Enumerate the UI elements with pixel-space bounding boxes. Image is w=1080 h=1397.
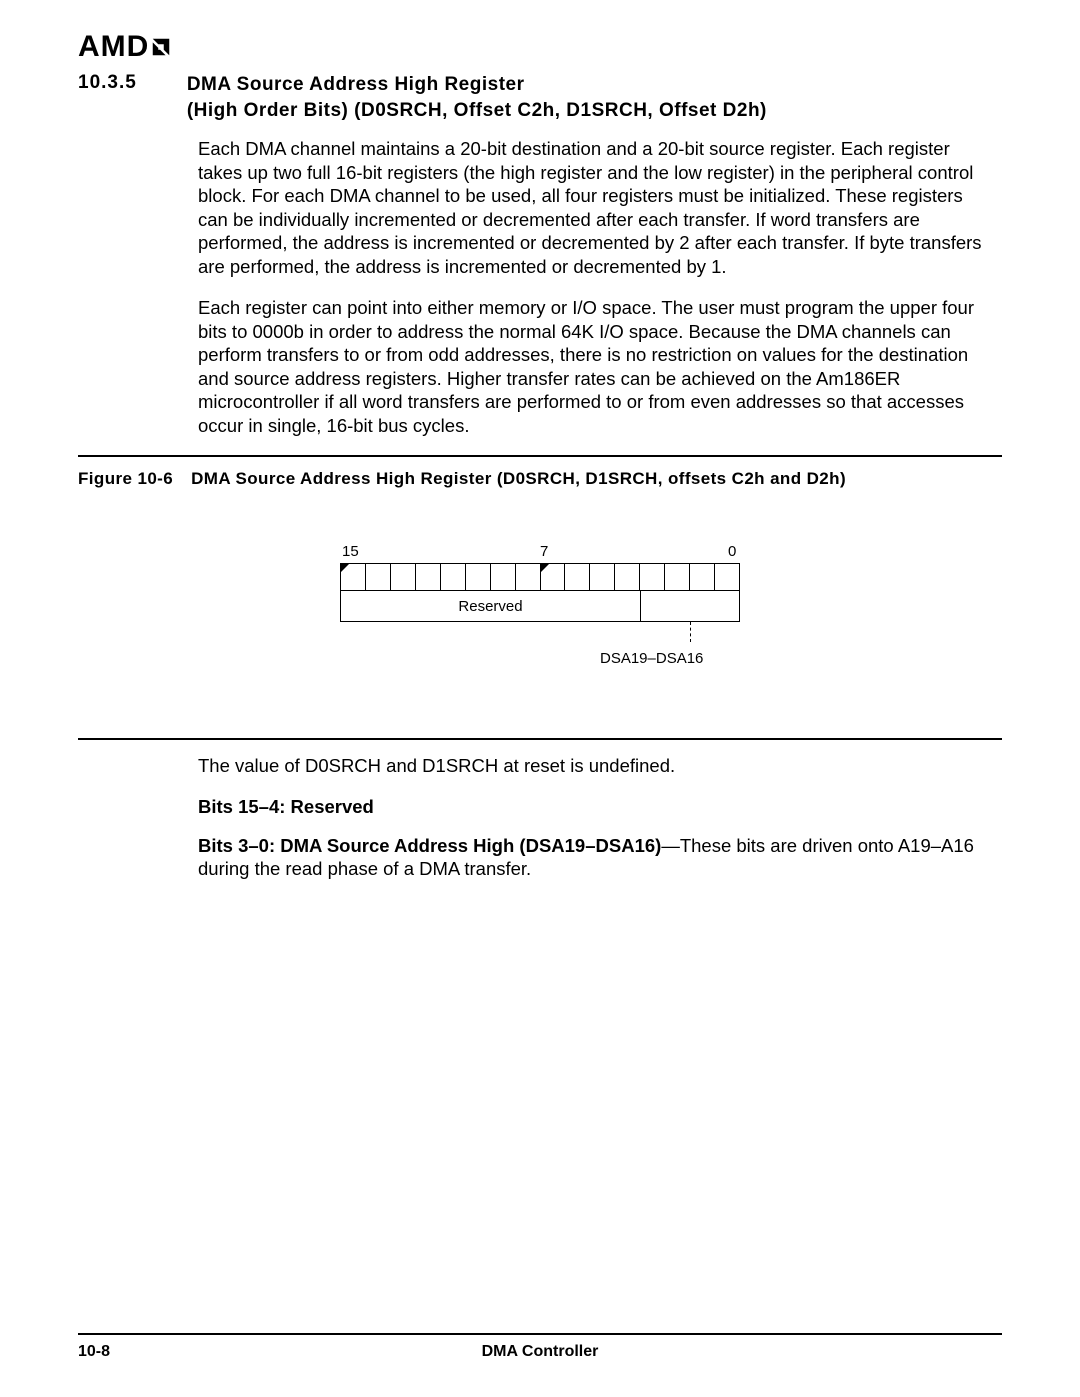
figure-number: Figure 10-6 (78, 469, 173, 488)
paragraph-1: Each DMA channel maintains a 20-bit dest… (198, 137, 988, 278)
logo-text: AMD (78, 30, 149, 63)
section-title: DMA Source Address High Register (High O… (187, 72, 767, 123)
bit-cell (665, 564, 690, 590)
dsa-field (641, 591, 739, 621)
bits-dsa-bold: Bits 3–0: DMA Source Address High (DSA19… (198, 835, 661, 856)
register-diagram: 15 7 0 (78, 543, 1002, 682)
bits-dsa: Bits 3–0: DMA Source Address High (DSA19… (198, 834, 988, 881)
bit-label-0: 0 (728, 543, 736, 560)
bit-label-7: 7 (540, 543, 548, 560)
bit-cell (416, 564, 441, 590)
bits-reserved: Bits 15–4: Reserved (198, 796, 988, 818)
logo-mark-icon (149, 32, 173, 66)
bit-cell (516, 564, 541, 590)
bit-cell (541, 564, 566, 590)
bit-cell (715, 564, 739, 590)
amd-logo: AMD (78, 30, 1002, 64)
section-heading: 10.3.5 DMA Source Address High Register … (78, 72, 1002, 123)
page-footer: 10-8 DMA Controller (78, 1333, 1002, 1361)
bit-cell (466, 564, 491, 590)
reset-note: The value of D0SRCH and D1SRCH at reset … (198, 754, 988, 777)
bit-label-15: 15 (342, 543, 359, 560)
bit-cell (640, 564, 665, 590)
bit-cell (341, 564, 366, 590)
divider-bottom (78, 738, 1002, 740)
bit-index-labels: 15 7 0 (340, 543, 740, 563)
bit-cell (565, 564, 590, 590)
callout-line-icon (690, 622, 691, 642)
field-callout: DSA19–DSA16 (340, 622, 740, 682)
register-bit-row (340, 563, 740, 591)
figure-caption-text: DMA Source Address High Register (D0SRCH… (191, 469, 846, 488)
divider-top (78, 455, 1002, 457)
bit-cell (366, 564, 391, 590)
bit-cell (615, 564, 640, 590)
register-field-row: Reserved (340, 591, 740, 622)
section-title-line2: (High Order Bits) (D0SRCH, Offset C2h, D… (187, 100, 767, 121)
footer-spacer (742, 1343, 1002, 1361)
figure-caption: Figure 10-6 DMA Source Address High Regis… (78, 469, 1002, 489)
footer-page-number: 10-8 (78, 1343, 338, 1361)
bit-cell (391, 564, 416, 590)
bit-cell (441, 564, 466, 590)
paragraph-2: Each register can point into either memo… (198, 296, 988, 437)
reserved-field: Reserved (341, 591, 641, 621)
bit-cell (491, 564, 516, 590)
section-number: 10.3.5 (78, 72, 137, 123)
bit-cell (590, 564, 615, 590)
section-title-line1: DMA Source Address High Register (187, 74, 525, 95)
callout-label: DSA19–DSA16 (600, 650, 703, 667)
bit-cell (690, 564, 715, 590)
footer-title: DMA Controller (338, 1343, 742, 1361)
